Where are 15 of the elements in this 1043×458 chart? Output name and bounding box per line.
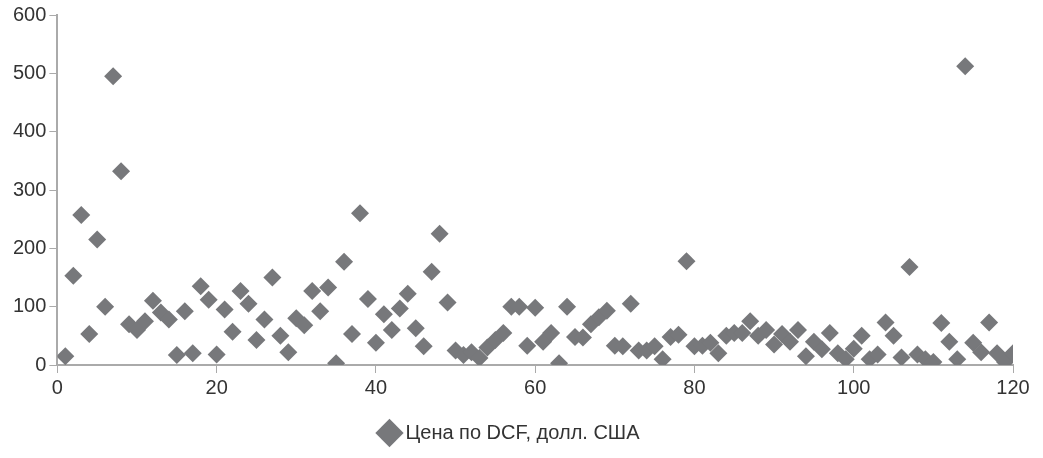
- y-tick-label: 600: [12, 2, 47, 25]
- x-tick-label: 20: [205, 375, 228, 398]
- x-tick-label: 80: [683, 375, 706, 398]
- y-tick-label: 0: [35, 352, 47, 375]
- y-tick-label: 300: [12, 177, 47, 200]
- x-tick-label: 0: [51, 375, 63, 398]
- x-tick-label: 120: [996, 375, 1030, 398]
- x-tick-label: 60: [524, 375, 547, 398]
- y-tick-label: 400: [12, 119, 47, 142]
- x-tick-label: 100: [837, 375, 871, 398]
- legend-label: Цена по DCF, долл. США: [405, 420, 641, 443]
- y-tick-label: 100: [12, 294, 47, 317]
- y-tick-label: 200: [12, 235, 47, 258]
- y-tick-label: 500: [12, 60, 47, 83]
- x-tick-label: 40: [364, 375, 388, 398]
